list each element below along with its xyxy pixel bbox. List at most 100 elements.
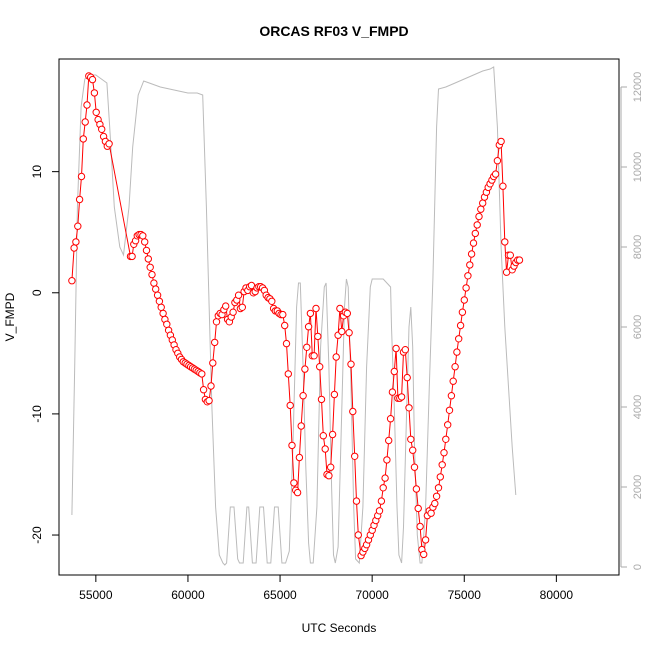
data-point-v_fmpd-194 xyxy=(445,406,454,414)
data-point-v_fmpd-6 xyxy=(79,135,88,143)
x-tick-label-4: 75000 xyxy=(448,588,482,602)
data-point-v_fmpd-13 xyxy=(92,108,100,117)
data-point-v_fmpd-61 xyxy=(199,386,208,394)
chart-title: ORCAS RF03 V_FMPD xyxy=(259,23,408,39)
data-point-v_fmpd-112 xyxy=(293,488,302,497)
data-point-v_fmpd-132 xyxy=(330,390,339,399)
data-point-v_fmpd-130 xyxy=(327,463,335,471)
y2-tick-label-1: 2000 xyxy=(632,475,644,499)
data-point-v_fmpd-107 xyxy=(284,370,292,378)
y-tick-label-0: -20 xyxy=(30,526,44,544)
data-point-v_fmpd-199 xyxy=(455,335,463,343)
data-point-v_fmpd-114 xyxy=(297,422,305,430)
series-altitude xyxy=(71,66,517,566)
data-point-v_fmpd-198 xyxy=(453,348,461,356)
y2-tick-label-4: 8000 xyxy=(632,235,644,259)
data-point-v_fmpd-104 xyxy=(279,310,287,319)
data-point-v_fmpd-3 xyxy=(74,222,82,230)
y2-tick-label-3: 6000 xyxy=(632,315,644,339)
data-point-v_fmpd-178 xyxy=(416,522,424,531)
data-point-v_fmpd-22 xyxy=(128,252,136,261)
data-point-v_fmpd-136 xyxy=(338,327,346,336)
data-point-v_fmpd-173 xyxy=(407,435,415,443)
data-point-v_fmpd-209 xyxy=(473,221,481,229)
data-point-v_fmpd-159 xyxy=(381,474,389,482)
data-point-v_fmpd-115 xyxy=(299,392,307,400)
data-point-v_fmpd-7 xyxy=(81,118,89,126)
x-tick-label-1: 60000 xyxy=(171,588,205,602)
data-point-v_fmpd-118 xyxy=(304,323,313,331)
data-point-v_fmpd-144 xyxy=(352,497,361,505)
data-point-v_fmpd-193 xyxy=(444,421,452,429)
data-point-v_fmpd-197 xyxy=(451,363,459,371)
data-point-v_fmpd-141 xyxy=(347,360,355,368)
data-point-v_fmpd-203 xyxy=(462,284,470,292)
data-point-v_fmpd-170 xyxy=(401,346,409,354)
data-point-v_fmpd-175 xyxy=(410,463,419,471)
data-point-v_fmpd-200 xyxy=(456,321,465,330)
data-point-v_fmpd-41 xyxy=(163,320,171,328)
data-point-v_fmpd-187 xyxy=(432,492,441,500)
data-point-v_fmpd-142 xyxy=(349,407,357,416)
data-point-v_fmpd-30 xyxy=(142,246,151,255)
left-axis: -20 -10 0 10 xyxy=(30,165,59,544)
data-point-v_fmpd-82 xyxy=(238,303,247,311)
data-point-v_fmpd-110 xyxy=(290,479,298,487)
data-point-v_fmpd-140 xyxy=(345,329,353,337)
data-point-v_fmpd-174 xyxy=(409,446,417,454)
data-point-v_fmpd-219 xyxy=(491,170,500,178)
data-point-v_fmpd-164 xyxy=(390,367,398,376)
data-point-v_fmpd-208 xyxy=(471,229,479,238)
data-point-v_fmpd-202 xyxy=(460,296,468,304)
data-point-v_fmpd-223 xyxy=(499,182,507,190)
data-point-v_fmpd-227 xyxy=(506,251,514,259)
data-point-v_fmpd-181 xyxy=(421,536,430,544)
data-point-v_fmpd-133 xyxy=(332,353,340,361)
series-line-altitude xyxy=(71,66,517,566)
data-point-v_fmpd-39 xyxy=(159,309,167,318)
data-point-v_fmpd-207 xyxy=(469,239,478,247)
data-point-v_fmpd-212 xyxy=(479,199,487,207)
data-point-v_fmpd-172 xyxy=(405,404,413,412)
data-point-v_fmpd-135 xyxy=(336,304,344,313)
data-point-v_fmpd-125 xyxy=(317,395,326,404)
data-point-v_fmpd-20 xyxy=(105,140,113,148)
y-axis-label: V_FMPD xyxy=(3,292,17,341)
data-point-v_fmpd-162 xyxy=(386,415,395,423)
x-tick-label-3: 70000 xyxy=(355,588,389,602)
data-point-v_fmpd-33 xyxy=(148,270,156,279)
data-point-v_fmpd-117 xyxy=(303,343,311,351)
data-point-v_fmpd-36 xyxy=(153,291,162,299)
data-point-v_fmpd-126 xyxy=(319,432,327,440)
data-point-v_fmpd-158 xyxy=(379,484,387,492)
data-point-v_fmpd-8 xyxy=(83,101,91,109)
data-point-v_fmpd-12 xyxy=(90,89,99,97)
data-point-v_fmpd-66 xyxy=(209,359,217,367)
x-axis: 55000 60000 65000 70000 75000 80000 xyxy=(79,575,573,602)
data-point-v_fmpd-106 xyxy=(282,339,291,348)
data-point-v_fmpd-108 xyxy=(286,401,294,410)
data-point-v_fmpd-68 xyxy=(212,318,221,326)
y-tick-label-2: 0 xyxy=(30,289,44,296)
data-point-v_fmpd-232 xyxy=(515,256,524,264)
data-point-v_fmpd-163 xyxy=(388,388,397,396)
data-point-v_fmpd-190 xyxy=(438,461,446,469)
data-point-v_fmpd-189 xyxy=(436,473,444,481)
y2-tick-label-5: 10000 xyxy=(632,152,644,183)
data-point-v_fmpd-121 xyxy=(310,352,318,360)
data-point-v_fmpd-186 xyxy=(431,499,439,508)
data-point-v_fmpd-224 xyxy=(501,238,509,246)
data-point-v_fmpd-16 xyxy=(98,125,106,134)
data-point-v_fmpd-80 xyxy=(234,291,243,299)
data-point-v_fmpd-35 xyxy=(152,285,160,293)
data-point-v_fmpd-184 xyxy=(427,509,435,517)
data-point-v_fmpd-205 xyxy=(466,261,474,269)
data-point-v_fmpd-67 xyxy=(211,338,219,347)
data-point-v_fmpd-188 xyxy=(434,484,443,492)
data-point-v_fmpd-157 xyxy=(377,497,386,505)
data-point-v_fmpd-161 xyxy=(385,436,393,445)
y-tick-label-1: -10 xyxy=(30,405,44,423)
data-point-v_fmpd-29 xyxy=(141,238,149,246)
data-point-v_fmpd-77 xyxy=(229,308,237,316)
